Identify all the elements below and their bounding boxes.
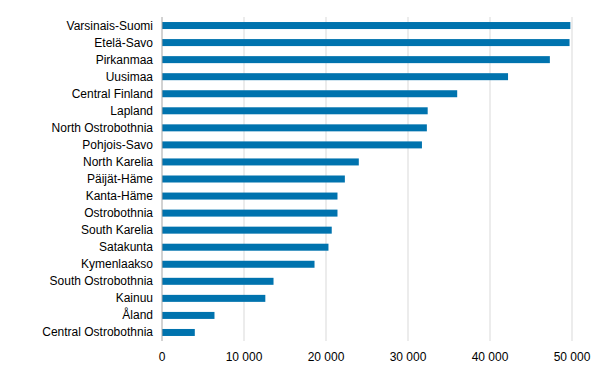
category-label: South Ostrobothnia — [50, 274, 154, 288]
category-label: Central Ostrobothnia — [42, 325, 153, 339]
bar — [162, 56, 550, 63]
tick-label: 10 000 — [226, 350, 263, 364]
category-label: Kainuu — [116, 291, 153, 305]
bar — [162, 278, 274, 285]
category-label: Päijät-Häme — [87, 172, 153, 186]
bar — [162, 22, 570, 29]
bar — [162, 39, 570, 46]
bar — [162, 124, 427, 131]
category-label: Pohjois-Savo — [82, 138, 153, 152]
category-label: North Karelia — [83, 155, 153, 169]
tick-label: 0 — [159, 350, 166, 364]
bar — [162, 227, 332, 234]
bars — [162, 22, 570, 336]
grid-line — [490, 17, 491, 341]
bar — [162, 312, 214, 319]
bar — [162, 261, 315, 268]
bar — [162, 244, 328, 251]
chart-svg: 0 10 000 20 000 30 000 40 000 50 000 Varsinais… — [0, 0, 614, 378]
category-label: Uusimaa — [106, 70, 154, 84]
category-label: Ostrobothnia — [84, 206, 153, 220]
category-label: Åland — [122, 307, 153, 322]
category-label: Satakunta — [99, 240, 153, 254]
category-label: South Karelia — [81, 223, 153, 237]
category-label: Kymenlaakso — [81, 257, 153, 271]
grid-line — [572, 17, 573, 341]
category-label: Kanta-Häme — [86, 189, 154, 203]
tick-label: 20 000 — [308, 350, 345, 364]
category-label: Central Finland — [72, 87, 153, 101]
category-label: Varsinais-Suomi — [67, 19, 153, 33]
bar — [162, 107, 428, 114]
tick-label: 40 000 — [472, 350, 509, 364]
category-label: North Ostrobothnia — [52, 121, 154, 135]
bar — [162, 73, 508, 80]
category-label: Lapland — [110, 104, 153, 118]
category-label: Etelä-Savo — [94, 36, 153, 50]
tick-label: 30 000 — [390, 350, 427, 364]
category-label: Pirkanmaa — [96, 53, 154, 67]
bar — [162, 176, 345, 183]
axis-line — [162, 17, 163, 341]
bar — [162, 90, 457, 97]
bar — [162, 295, 265, 302]
bar — [162, 329, 195, 336]
tick-label: 50 000 — [554, 350, 591, 364]
grid-line — [408, 17, 409, 341]
bar — [162, 193, 337, 200]
bar — [162, 210, 337, 217]
chart-container: 0 10 000 20 000 30 000 40 000 50 000 Varsinais… — [0, 0, 614, 378]
bar — [162, 158, 359, 165]
bar — [162, 141, 422, 148]
